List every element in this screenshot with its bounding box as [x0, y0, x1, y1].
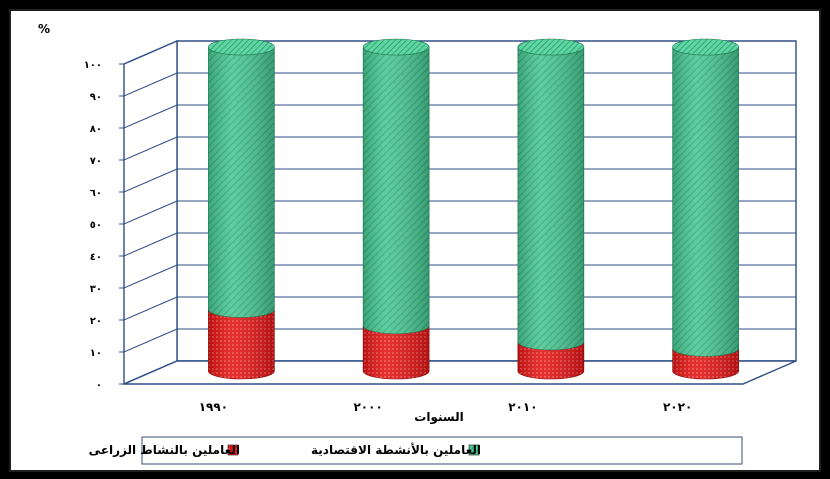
bar-shading: [517, 47, 584, 379]
y-tick-label: ٧٠: [90, 156, 102, 167]
bar-group: [208, 38, 275, 380]
gridline-side: [123, 296, 178, 321]
y-tick-label: ٨٠: [90, 124, 102, 135]
gridline-side: [123, 136, 178, 161]
bar-shading: [363, 47, 430, 379]
y-tick-label: ٢٠: [90, 316, 102, 327]
legend-label-agricultural: العاملين بالنشاط الزراعى: [89, 443, 240, 457]
x-tick-label: ٢٠٢٠: [663, 400, 692, 414]
y-tick-label: ٤٠: [90, 252, 102, 263]
legend-swatch-agricultural: [227, 444, 239, 456]
y-tick-label: ٥٠: [90, 220, 102, 231]
y-tick-label: ١٠: [90, 348, 102, 359]
bar-top-cap: [362, 38, 430, 56]
bar-top-cap: [208, 38, 275, 56]
legend-box: [141, 436, 743, 465]
y-tick-label: ٣٠: [90, 284, 102, 295]
bar-top-cap: [672, 38, 739, 56]
y-tick-label: ١٠٠: [84, 60, 102, 71]
floor: [123, 360, 797, 385]
gridline-side: [123, 168, 178, 193]
legend-label-economic: العاملين بالأنشطة الاقتصادية: [311, 442, 481, 457]
bar-group: [672, 38, 739, 380]
bars: [208, 38, 739, 380]
bar-shading: [208, 47, 275, 379]
gridline-side: [123, 264, 178, 289]
bar-top-cap: [517, 38, 585, 56]
x-axis-ticks: ١٩٩٠ ٢٠٠٠ ٢٠١٠ ٢٠٢٠: [199, 400, 693, 414]
bar-group: [517, 38, 585, 380]
y-tick-label: ٦٠: [90, 188, 102, 199]
y-tick-label: ٠: [96, 380, 102, 391]
chart-frame: ٠ ١٠ ٢٠ ٣٠ ٤٠ ٥٠ ٦٠ ٧٠ ٨٠ ٩٠ ١٠٠ ١٩٩٠ ٢٠٠٠ ٢٠١٠ ٢٠٢٠ …: [9, 9, 821, 472]
gridline-side: [123, 104, 178, 129]
x-tick-label: ٢٠٠٠: [353, 400, 382, 414]
gridline-side: [123, 232, 178, 257]
legend: العاملين بالأنشطة الاقتصادية العاملين با…: [89, 436, 743, 465]
gridline-side: [123, 72, 178, 97]
gridline-side: [123, 200, 178, 225]
legend-swatch-economic: [468, 444, 480, 456]
y-axis-ticks: ٠ ١٠ ٢٠ ٣٠ ٤٠ ٥٠ ٦٠ ٧٠ ٨٠ ٩٠ ١٠٠: [84, 60, 124, 391]
bar-shading: [672, 47, 739, 379]
bar-group: [362, 38, 430, 380]
x-tick-label: ٢٠١٠: [508, 400, 537, 414]
y-tick-label: ٩٠: [90, 92, 102, 103]
x-tick-label: ١٩٩٠: [199, 400, 228, 414]
x-axis-title: السنوات: [414, 410, 463, 425]
y-axis-unit-label: %: [38, 22, 50, 36]
gridline-side: [123, 328, 178, 353]
